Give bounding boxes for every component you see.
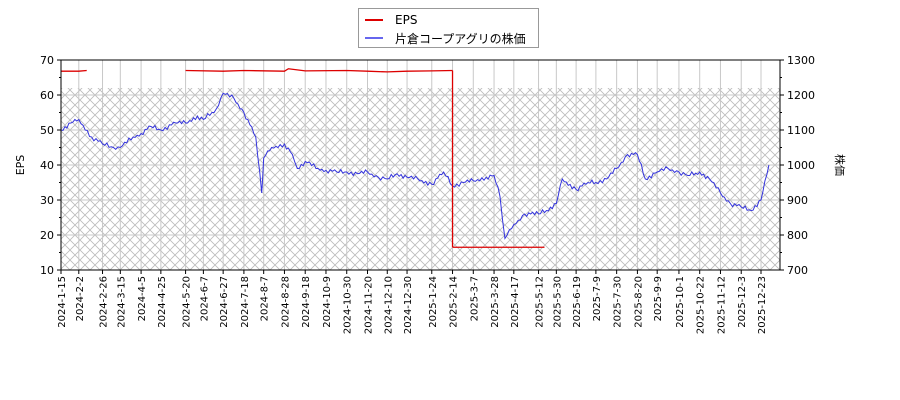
- y-axis-right-label: 株価: [833, 154, 847, 176]
- y-axis-left-label: EPS: [14, 155, 27, 176]
- x-tick-label: 2025-7-30: [613, 276, 624, 328]
- y-tick-right: 1000: [787, 159, 815, 172]
- legend-swatch-eps: [365, 19, 383, 21]
- x-axis: 2024-1-15 2024-2-2 2024-2-26 2024-3-15 2024-…: [57, 270, 768, 334]
- x-tick-label: 2024-5-20: [182, 276, 193, 328]
- y-axis-left: 10 20 30 40 50 60 70: [40, 54, 61, 277]
- x-tick-label: 2025-12-23: [757, 276, 768, 334]
- x-tick-label: 2024-2-26: [99, 276, 110, 328]
- x-tick-label: 2024-3-15: [116, 276, 127, 328]
- x-tick-label: 2025-3-7: [469, 276, 480, 321]
- y-tick-left: 70: [40, 54, 54, 67]
- x-tick-label: 2025-10-1: [675, 276, 686, 328]
- y-tick-right: 700: [787, 264, 808, 277]
- y-tick-left: 30: [40, 194, 54, 207]
- legend-label-price: 片倉コープアグリの株価: [395, 31, 526, 46]
- y-tick-right: 1300: [787, 54, 815, 67]
- x-tick-label: 2025-7-9: [592, 276, 603, 321]
- x-tick-label: 2025-2-14: [449, 276, 460, 328]
- legend-swatch-price: [365, 37, 383, 39]
- x-tick-label: 2025-5-12: [535, 276, 546, 328]
- y-tick-left: 10: [40, 264, 54, 277]
- x-tick-label: 2024-10-9: [322, 276, 333, 328]
- gridlines: [60, 59, 780, 271]
- x-tick-label: 2025-9-9: [653, 276, 664, 321]
- x-tick-label: 2024-9-18: [301, 276, 312, 328]
- x-tick-label: 2024-4-5: [137, 276, 148, 321]
- x-tick-label: 2024-1-15: [57, 276, 68, 328]
- x-tick-label: 2024-12-10: [383, 276, 394, 334]
- price-series-line: [60, 92, 770, 240]
- x-tick-label: 2024-10-30: [343, 276, 354, 334]
- x-tick-label: 2024-8-28: [280, 276, 291, 328]
- y-axis-right: 700 800 900 1000 1100 1200 1300: [780, 54, 815, 277]
- x-tick-label: 2024-4-25: [157, 276, 168, 328]
- x-tick-label: 2024-11-20: [363, 276, 374, 334]
- legend-item-price: 片倉コープアグリの株価: [365, 30, 526, 46]
- y-tick-right: 1200: [787, 89, 815, 102]
- x-tick-label: 2025-12-3: [737, 276, 748, 328]
- x-tick-label: 2024-7-18: [240, 276, 251, 328]
- x-tick-label: 2025-10-22: [696, 276, 707, 334]
- y-tick-left: 50: [40, 124, 54, 137]
- x-tick-label: 2025-11-12: [716, 276, 727, 334]
- x-tick-label: 2024-12-30: [403, 276, 414, 334]
- legend-item-eps: EPS: [365, 12, 417, 28]
- shaded-region: [61, 88, 780, 270]
- x-tick-label: 2024-6-27: [219, 276, 230, 328]
- x-tick-label: 2025-4-17: [510, 276, 521, 328]
- legend-label-eps: EPS: [395, 13, 418, 27]
- x-tick-label: 2025-6-19: [572, 276, 583, 328]
- x-tick-label: 2025-5-30: [552, 276, 563, 328]
- x-tick-label: 2024-2-2: [75, 276, 86, 321]
- y-tick-right: 900: [787, 194, 808, 207]
- y-tick-left: 20: [40, 229, 54, 242]
- x-tick-label: 2024-6-7: [199, 276, 210, 321]
- chart-legend: EPS 片倉コープアグリの株価: [358, 8, 539, 48]
- eps-series-line: [61, 68, 545, 248]
- x-tick-label: 2025-8-20: [633, 276, 644, 328]
- y-tick-right: 800: [787, 229, 808, 242]
- y-tick-left: 40: [40, 159, 54, 172]
- x-tick-label: 2025-3-28: [490, 276, 501, 328]
- x-tick-label: 2024-8-7: [260, 276, 271, 321]
- y-tick-right: 1100: [787, 124, 815, 137]
- y-tick-left: 60: [40, 89, 54, 102]
- x-tick-label: 2025-1-24: [428, 276, 439, 328]
